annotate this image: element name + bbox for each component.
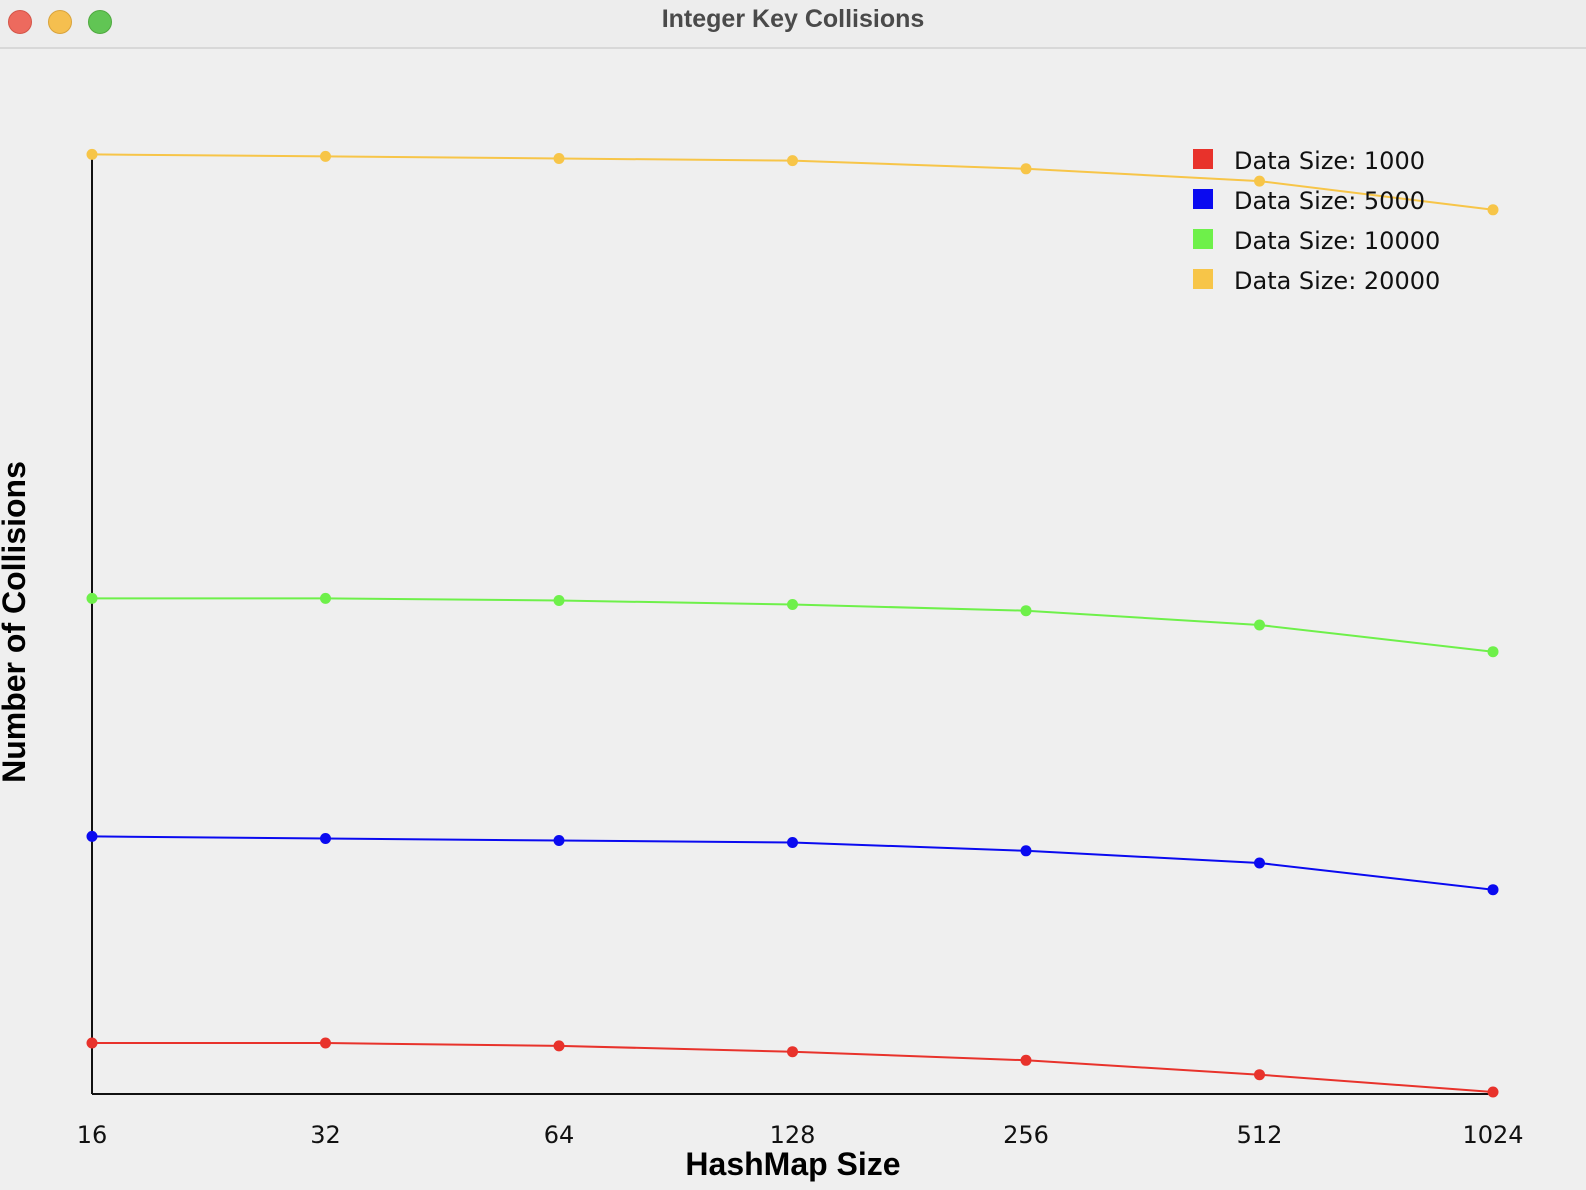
legend-swatch: [1193, 269, 1213, 289]
data-point: [1254, 175, 1265, 187]
data-point: [320, 592, 331, 604]
window-title: Integer Key Collisions: [661, 5, 925, 33]
data-point: [1254, 619, 1265, 631]
legend-label: Data Size: 1000: [1234, 147, 1425, 175]
x-axis-title: HashMap Size: [685, 1146, 900, 1182]
data-point: [1020, 1054, 1032, 1066]
x-tick-label: 1024: [1462, 1121, 1523, 1149]
minimize-window-button[interactable]: [48, 10, 72, 34]
data-point: [787, 837, 798, 848]
x-tick-label: 256: [1003, 1121, 1049, 1149]
data-point: [1020, 605, 1032, 617]
data-point: [787, 1046, 798, 1058]
series-data-size-5000: [86, 830, 1499, 896]
series-data-size-20000: [86, 148, 1499, 216]
series-layer: [86, 148, 1499, 1098]
x-tick-label: 16: [77, 1121, 108, 1149]
data-point: [1487, 1086, 1499, 1098]
legend-label: Data Size: 5000: [1234, 187, 1425, 215]
legend-label: Data Size: 20000: [1234, 267, 1440, 295]
y-axis-title: Number of Collisions: [0, 461, 32, 783]
data-point: [1020, 163, 1032, 175]
data-point: [1487, 646, 1499, 658]
window-titlebar: Integer Key Collisions: [0, 0, 1586, 49]
data-point: [1487, 204, 1499, 216]
series-data-size-1000: [86, 1037, 1499, 1098]
data-point: [320, 833, 331, 844]
data-point: [553, 153, 565, 164]
close-window-button[interactable]: [8, 10, 32, 34]
data-point: [86, 830, 98, 842]
data-point: [1487, 884, 1499, 896]
zoom-window-button[interactable]: [88, 10, 112, 34]
legend: Data Size: 1000 Data Size: 5000 Data Size:…: [1193, 147, 1440, 295]
x-tick-label: 128: [770, 1121, 816, 1149]
data-point: [787, 599, 798, 610]
x-tick-labels: 16 32 64 128 256 512 1024: [77, 1121, 1524, 1149]
data-point: [553, 595, 565, 606]
data-point: [86, 592, 98, 604]
data-point: [320, 1037, 331, 1049]
x-tick-label: 512: [1237, 1121, 1283, 1149]
legend-swatch: [1193, 189, 1213, 209]
data-point: [787, 155, 798, 167]
data-point: [1254, 857, 1265, 869]
x-tick-label: 64: [544, 1121, 575, 1149]
data-point: [320, 150, 331, 162]
data-point: [86, 1037, 98, 1049]
legend-swatch: [1193, 149, 1213, 169]
legend-label: Data Size: 10000: [1234, 227, 1440, 255]
data-point: [553, 1040, 565, 1052]
series-data-size-10000: [86, 592, 1499, 658]
x-tick-label: 32: [310, 1121, 341, 1149]
axes: [91, 150, 1493, 1095]
data-point: [553, 835, 565, 846]
legend-swatch: [1193, 229, 1213, 249]
data-point: [1254, 1069, 1265, 1081]
data-point: [86, 148, 98, 160]
data-point: [1020, 845, 1032, 857]
